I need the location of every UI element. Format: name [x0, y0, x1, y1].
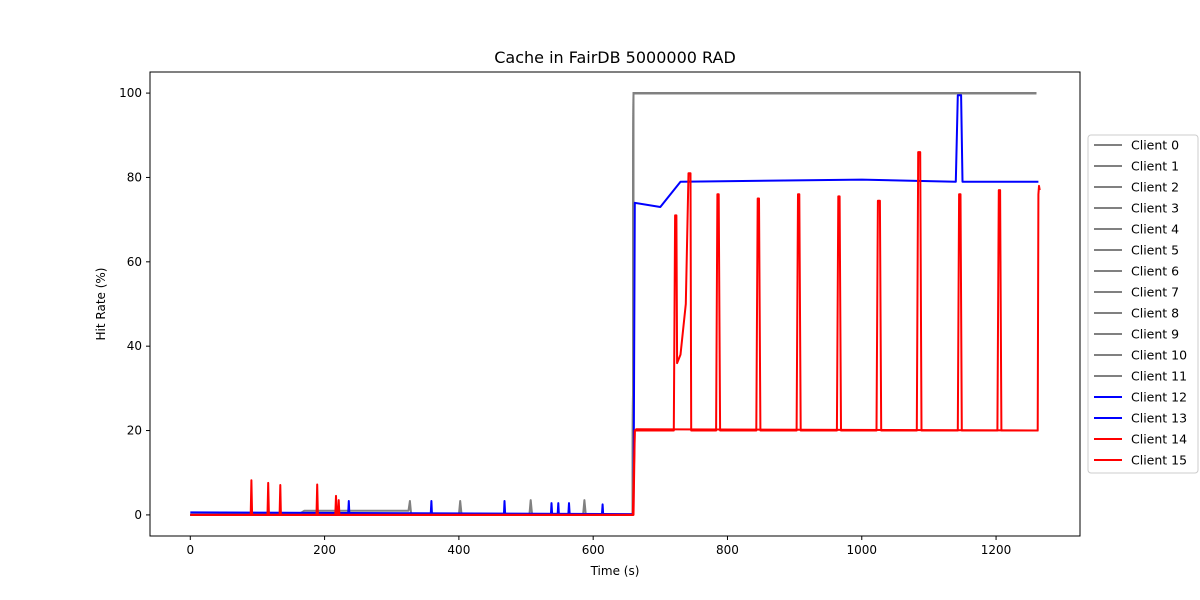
legend-label: Client 4 — [1131, 222, 1179, 237]
x-tick-label: 0 — [186, 543, 194, 557]
y-axis-title: Hit Rate (%) — [94, 268, 108, 341]
legend-label: Client 3 — [1131, 201, 1179, 216]
y-tick-label: 100 — [119, 86, 142, 100]
legend-label: Client 11 — [1131, 369, 1187, 384]
legend-label: Client 5 — [1131, 243, 1179, 258]
legend-label: Client 14 — [1131, 432, 1187, 447]
y-tick-label: 20 — [127, 424, 142, 438]
x-axis-title: Time (s) — [590, 564, 640, 578]
y-tick-label: 40 — [127, 339, 142, 353]
y-tick-label: 80 — [127, 170, 142, 184]
legend-label: Client 8 — [1131, 306, 1179, 321]
series-line-client-15 — [190, 151, 1041, 516]
legend-label: Client 7 — [1131, 285, 1179, 300]
x-tick-label: 800 — [716, 543, 739, 557]
x-tick-label: 600 — [582, 543, 605, 557]
legend-label: Client 10 — [1131, 348, 1187, 363]
plot-frame — [149, 71, 1081, 537]
legend: Client 0 Client 1 Client 2 Client 3 Client 4… — [1087, 134, 1199, 474]
x-tick-label: 200 — [313, 543, 336, 557]
x-tick-label: 1200 — [981, 543, 1012, 557]
legend-label: Client 0 — [1131, 138, 1179, 153]
legend-label: Client 1 — [1131, 159, 1179, 174]
legend-label: Client 13 — [1131, 411, 1187, 426]
series-layer — [190, 92, 1041, 516]
x-tick-label: 1000 — [846, 543, 877, 557]
legend-frame — [1087, 134, 1199, 474]
y-tick-label: 60 — [127, 255, 142, 269]
series-line-client-12 — [190, 94, 1039, 516]
legend-label: Client 12 — [1131, 390, 1187, 405]
legend-label: Client 6 — [1131, 264, 1179, 279]
y-axis: 0 20 40 60 80 100 — [119, 86, 150, 522]
y-tick-label: 0 — [134, 508, 142, 522]
x-axis: 0 200 400 600 800 1000 1200 — [186, 536, 1011, 557]
legend-label: Client 2 — [1131, 180, 1179, 195]
x-tick-label: 400 — [447, 543, 470, 557]
chart-title: Cache in FairDB 5000000 RAD — [494, 48, 736, 67]
legend-label: Client 9 — [1131, 327, 1179, 342]
legend-label: Client 15 — [1131, 453, 1187, 468]
